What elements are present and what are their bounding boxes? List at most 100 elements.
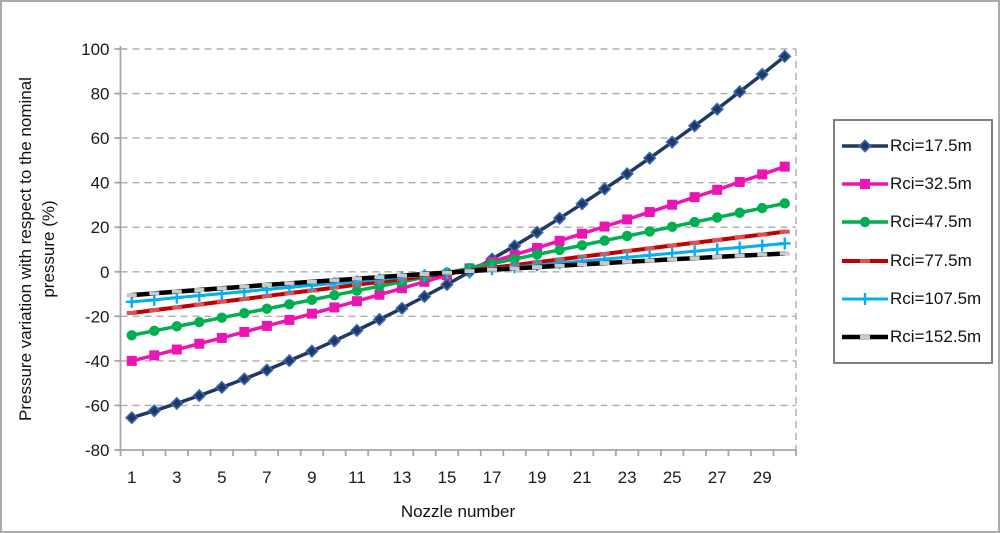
x-tick-label-9: 9 [307, 468, 316, 487]
marker-diamond-icon [687, 119, 702, 133]
x-axis-title: Nozzle number [400, 502, 516, 521]
x-tick-label-25: 25 [663, 468, 682, 487]
marker-dash-icon [194, 288, 205, 293]
marker-square-icon [284, 314, 295, 325]
marker-dash-icon [149, 308, 160, 313]
marker-square-icon [532, 242, 543, 253]
series-line-rci-47-5m [130, 201, 787, 338]
marker-diamond-icon [417, 289, 432, 304]
legend-marker-dash-icon [842, 334, 888, 340]
marker-dash-icon [757, 252, 768, 257]
marker-diamond-icon [597, 182, 612, 196]
marker-dash-icon [734, 253, 745, 258]
marker-dash-icon [487, 267, 498, 272]
marker-circle-icon [666, 221, 678, 232]
marker-plus-icon [688, 245, 701, 258]
marker-dash-icon [216, 286, 227, 291]
marker-diamond-icon [575, 197, 589, 211]
marker-square-icon [194, 338, 205, 349]
y-tick-label--20: -20 [85, 307, 110, 326]
y-tick-label--80: -80 [85, 441, 110, 460]
x-tick-label-5: 5 [217, 468, 226, 487]
marker-square-icon [329, 302, 340, 313]
marker-square-icon [622, 214, 633, 225]
marker-square-icon [374, 289, 385, 300]
marker-diamond-icon [170, 396, 184, 411]
marker-dash-icon [441, 270, 452, 275]
marker-circle-icon [239, 308, 250, 319]
series-line-rci-152-5m [129, 251, 787, 298]
marker-dash-icon [419, 272, 430, 277]
legend-label: Rci=32.5m [890, 174, 972, 194]
marker-dash-icon [577, 262, 588, 267]
marker-square-icon [126, 355, 137, 366]
marker-square-icon [712, 184, 723, 195]
legend-item-rci-152-5m: Rci=152.5m [840, 327, 991, 347]
marker-square-icon [779, 161, 790, 172]
marker-dash-icon [306, 279, 317, 284]
legend-marker-plus-icon [842, 292, 888, 305]
series-line-rci-32-5m [130, 164, 787, 363]
marker-dash-icon [284, 281, 295, 286]
marker-dash-icon [239, 296, 250, 301]
y-axis-title-line2: pressure (%) [39, 200, 58, 298]
marker-circle-icon [509, 253, 520, 265]
marker-dash-icon [712, 238, 723, 243]
marker-dash-icon [126, 310, 137, 315]
marker-square-icon [351, 296, 362, 307]
marker-dash-icon [464, 269, 475, 274]
legend-item-rci-47-5m: Rci=47.5m [840, 212, 991, 232]
marker-dash-icon [532, 265, 543, 270]
marker-diamond-icon [147, 404, 162, 418]
marker-plus-icon [733, 241, 746, 254]
marker-dash-icon [261, 294, 272, 299]
marker-square-icon [599, 221, 610, 232]
marker-square-icon [216, 332, 227, 343]
legend: Rci=17.5m Rci=32.5m Rci=47.5m Rci=77.5m Rci=… [833, 119, 993, 364]
marker-diamond-icon [260, 363, 274, 377]
marker-circle-icon [149, 325, 160, 337]
marker-circle-icon [757, 202, 768, 214]
x-tick-label-7: 7 [262, 468, 271, 487]
marker-plus-icon [756, 239, 769, 252]
marker-dash-icon [554, 263, 565, 268]
legend-label: Rci=17.5m [890, 136, 972, 156]
marker-plus-icon [778, 237, 791, 250]
y-tick-label-60: 60 [91, 129, 110, 148]
marker-dash-icon [509, 266, 520, 271]
marker-dash-icon [644, 246, 655, 251]
series-line-rci-17-5m [130, 54, 787, 420]
marker-plus-icon [711, 243, 724, 256]
marker-dash-icon [689, 256, 700, 261]
marker-square-icon [667, 199, 678, 210]
x-tick-label-15: 15 [438, 468, 457, 487]
marker-diamond-icon [192, 388, 207, 403]
legend-item-rci-107-5m: Rci=107.5m [840, 289, 991, 309]
marker-circle-icon [216, 312, 228, 323]
marker-dash-icon [374, 275, 385, 280]
marker-diamond-icon [552, 211, 567, 226]
marker-dash-icon [194, 302, 205, 307]
marker-dash-icon [644, 258, 655, 263]
marker-dash-icon [126, 293, 137, 298]
y-tick-label--60: -60 [85, 396, 110, 415]
marker-dash-icon [779, 251, 790, 256]
marker-dash-icon [351, 276, 362, 281]
marker-circle-icon [689, 216, 700, 228]
marker-circle-icon [329, 289, 340, 301]
y-tick-label--40: -40 [85, 352, 110, 371]
marker-square-icon [149, 350, 160, 361]
marker-diamond-icon [710, 102, 724, 116]
marker-circle-icon [284, 299, 295, 310]
legend-marker-dash-icon [842, 258, 888, 263]
marker-diamond-icon [778, 49, 792, 64]
marker-dash-icon [779, 229, 790, 234]
marker-dash-icon [396, 273, 407, 278]
marker-square-icon [644, 207, 655, 218]
marker-dash-icon [667, 243, 678, 248]
marker-diamond-icon [125, 410, 139, 425]
marker-diamond-icon [755, 67, 769, 82]
marker-square-icon [689, 192, 700, 203]
